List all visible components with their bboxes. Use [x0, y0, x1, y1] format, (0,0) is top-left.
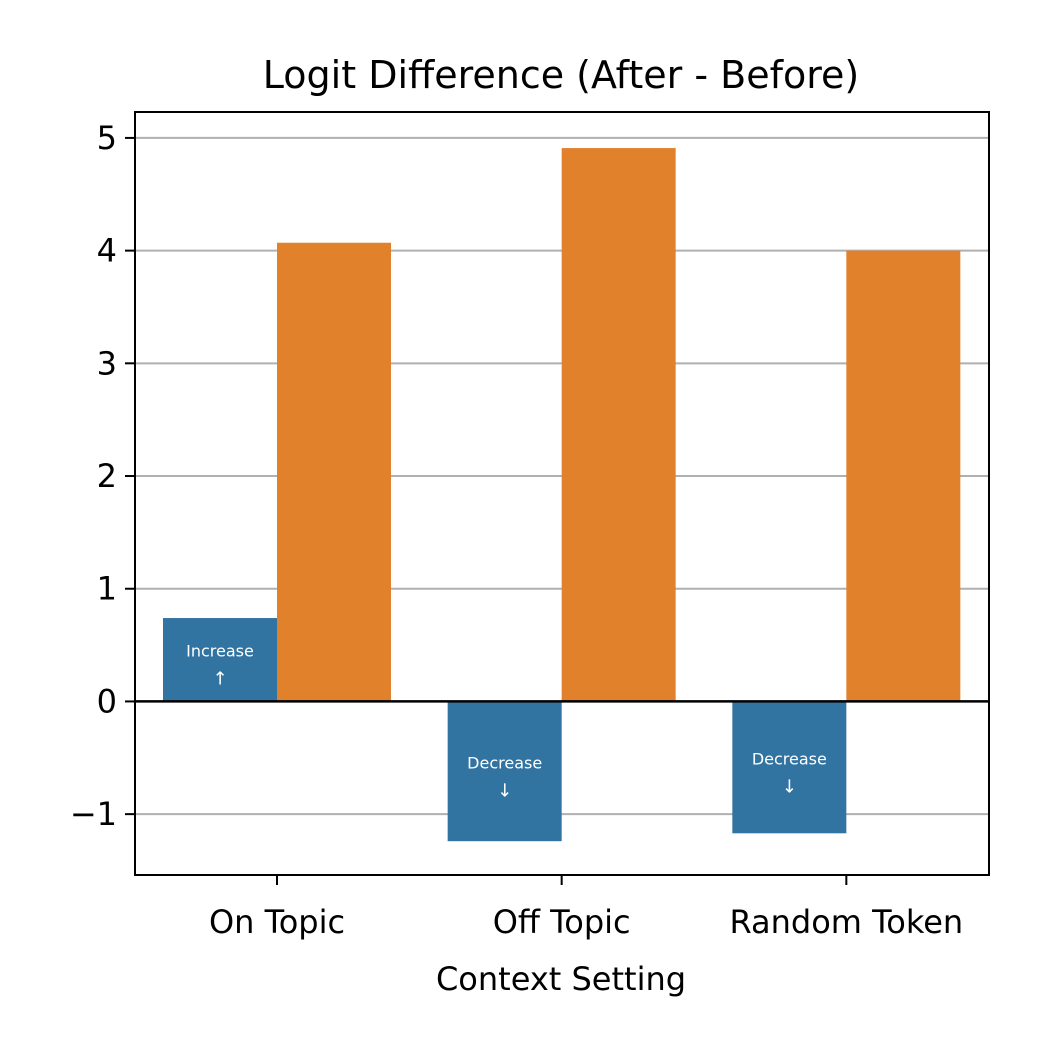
y-tick-label: 2 [97, 457, 117, 495]
axis-ticks: −1 0 1 2 3 4 5 On Topic Off Topic Random Token [70, 119, 963, 941]
bar-annotation-label: Increase [186, 642, 254, 661]
x-tick-label: On Topic [209, 903, 345, 941]
arrow-down-icon: ↓ [782, 776, 797, 797]
bar-series-1-random-token [732, 701, 847, 834]
bar-annotations: Increase ↑ Decrease ↓ Decrease ↓ [186, 642, 827, 802]
arrow-down-icon: ↓ [497, 780, 512, 801]
bar-annotation-label: Decrease [752, 749, 827, 768]
y-tick-label: 4 [97, 232, 117, 270]
y-tick-label: 1 [97, 570, 117, 608]
arrow-up-icon: ↑ [212, 669, 227, 690]
bar-series-1-on-topic [163, 618, 277, 702]
x-axis-label: Context Setting [436, 960, 686, 998]
bar-series-2-off-topic [561, 148, 676, 702]
bar-series-2-on-topic [277, 242, 391, 702]
y-tick-label: 0 [97, 682, 117, 720]
x-tick-label: Random Token [729, 903, 963, 941]
bar-series-2-random-token [846, 250, 961, 702]
x-tick-label: Off Topic [493, 903, 631, 941]
y-tick-label: 3 [97, 344, 117, 382]
bars [163, 148, 961, 842]
bar-annotation-label: Decrease [467, 753, 542, 772]
y-tick-label: 5 [97, 119, 117, 157]
bar-series-1-off-topic [447, 701, 562, 842]
chart-title: Logit Difference (After - Before) [263, 53, 859, 97]
y-tick-label: −1 [70, 795, 117, 833]
